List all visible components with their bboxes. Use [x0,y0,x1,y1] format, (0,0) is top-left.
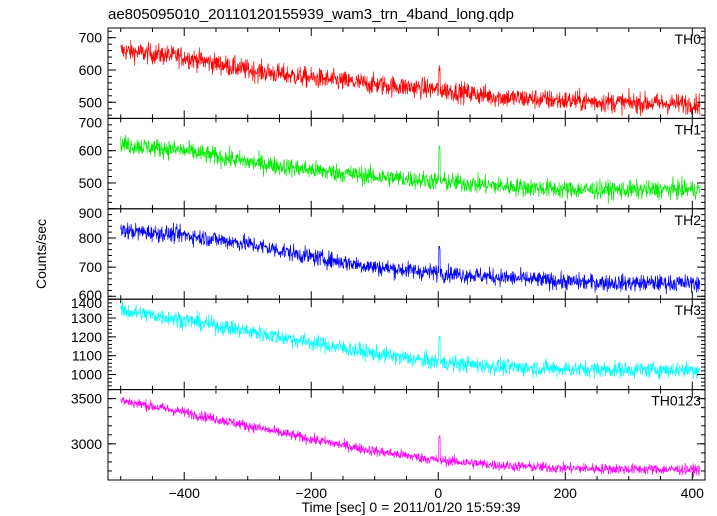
y-tick-label: 700 [79,114,103,130]
x-tick-label: 200 [554,485,578,501]
series-line-th0 [120,39,701,117]
series-line-th0123 [120,396,701,478]
x-tick-label: 0 [434,485,442,501]
series-line-th1 [120,134,701,205]
panel-frame [107,117,706,210]
panel-label-th3: TH3 [675,302,702,318]
x-tick-label: −200 [295,485,327,501]
y-tick-label: 1200 [71,329,102,345]
series-line-th3 [120,301,701,381]
series-line-th2 [120,222,701,295]
y-tick-label: 500 [79,175,103,191]
y-tick-label: 900 [79,205,103,221]
y-tick-label: 600 [79,62,103,78]
x-tick-label: 400 [681,485,705,501]
chart-title: ae805095010_20110120155939_wam3_trn_4ban… [108,6,514,23]
y-tick-label: 1100 [72,348,102,364]
y-tick-label: 500 [79,94,103,110]
y-tick-label: 700 [79,30,103,46]
panel-label-th2: TH2 [675,212,702,228]
panel-label-th0: TH0 [675,31,702,47]
x-axis-label: Time [sec] 0 = 2011/01/20 15:59:39 [301,499,520,515]
panel-th2: TH2 600 700 800 900 [79,205,706,303]
panel-frame [107,389,706,481]
y-tick-label: 1000 [71,367,102,383]
y-tick-label: 800 [79,230,103,246]
panel-th0: TH0 500 600 700 [79,27,706,119]
panel-label-th1: TH1 [675,121,702,137]
panel-th0123: TH0123 3000 3500 [71,389,706,481]
y-tick-label: 700 [79,259,103,275]
panel-label-th0123: TH0123 [651,393,701,409]
panel-frame [107,208,706,300]
y-axis-label: Counts/sec [33,219,49,289]
y-tick-label: 1400 [71,295,102,311]
y-tick-label: 3500 [71,391,102,407]
panel-th1: TH1 500 600 700 [79,114,706,210]
x-tick-label: −400 [168,485,200,501]
y-tick-label: 3000 [71,436,102,452]
y-tick-label: 600 [79,287,103,303]
panels-group: TH0500600700TH1500600700TH2600700800900T… [71,27,706,501]
y-tick-label: 600 [79,143,103,159]
y-tick-label: 1300 [71,310,102,326]
